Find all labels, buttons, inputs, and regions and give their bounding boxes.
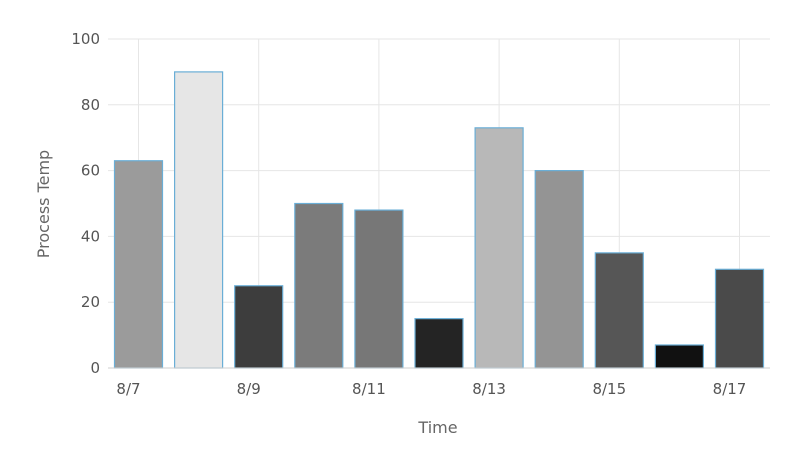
bar-8-14 — [534, 170, 584, 369]
x-tick-label: 8/11 — [352, 380, 386, 398]
bar-8-12 — [414, 318, 464, 369]
bar-8-13 — [474, 127, 524, 369]
bar-8-16 — [654, 344, 705, 369]
y-tick-label: 100 — [71, 30, 100, 48]
x-axis-ticks: 8/7 8/9 8/11 8/13 8/15 8/17 — [116, 380, 746, 398]
x-tick-label: 8/17 — [713, 380, 747, 398]
y-tick-label: 0 — [90, 359, 100, 377]
bar-8-17 — [714, 268, 765, 369]
x-tick-label: 8/7 — [116, 380, 140, 398]
x-tick-label: 8/15 — [592, 380, 626, 398]
y-tick-label: 60 — [81, 162, 100, 180]
x-tick-label: 8/13 — [472, 380, 506, 398]
y-axis-title: Process Temp — [34, 150, 53, 258]
y-tick-label: 20 — [81, 293, 100, 311]
bar-8-10 — [294, 202, 344, 369]
x-tick-label: 8/9 — [237, 380, 261, 398]
bar-8-8 — [174, 71, 224, 369]
bar-8-15 — [594, 252, 644, 369]
y-tick-label: 80 — [81, 96, 100, 114]
y-axis-ticks: 0 20 40 60 80 100 — [71, 30, 100, 377]
y-tick-label: 40 — [81, 227, 100, 245]
bar-8-9 — [234, 285, 284, 369]
bar-8-11 — [354, 209, 404, 369]
bars — [113, 71, 765, 369]
x-axis-title: Time — [417, 418, 457, 437]
bar-8-7 — [113, 160, 164, 369]
